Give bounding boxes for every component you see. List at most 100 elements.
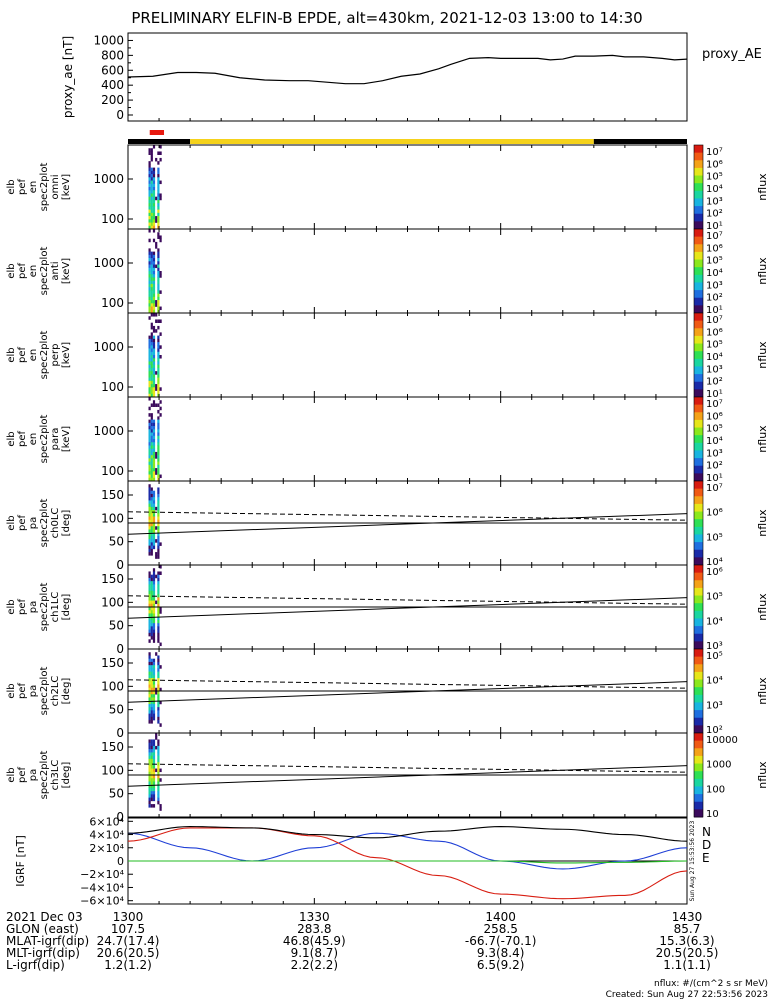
spectrogram-cell xyxy=(148,406,151,411)
spectrogram-cell xyxy=(159,145,162,149)
spectrogram-cell xyxy=(150,183,153,188)
spectrogram-cell xyxy=(152,329,156,333)
spectrogram-cell xyxy=(159,607,162,611)
spectrogram-cell xyxy=(150,713,153,718)
spectrogram-cell xyxy=(157,577,160,582)
spectrogram-cell xyxy=(148,513,151,517)
spectrogram-cell xyxy=(152,616,156,621)
spectrogram-cell xyxy=(148,355,151,359)
spectrogram-cell xyxy=(155,471,158,475)
spectrogram-cell xyxy=(157,552,160,556)
spectrogram-cell xyxy=(150,577,153,582)
colorbar-swatch xyxy=(694,565,703,574)
spectrogram-cell xyxy=(148,694,151,698)
y-label-line: omni xyxy=(50,175,61,200)
spectrogram-cell xyxy=(152,477,156,482)
spectrogram-cell xyxy=(148,700,151,705)
colorbar-tick-label: 10² xyxy=(706,377,723,388)
spectrogram-cell xyxy=(157,523,160,527)
spectrogram-cell xyxy=(152,177,156,181)
spectrogram-cell xyxy=(152,619,156,624)
spectrogram-cell xyxy=(159,238,162,243)
spectrogram-cell xyxy=(152,493,156,498)
spectrogram-cell xyxy=(159,157,162,162)
spectrogram-cell xyxy=(148,287,151,291)
spectrogram-cell xyxy=(152,784,156,789)
colorbar-swatch xyxy=(694,229,703,238)
colorbar-swatch xyxy=(694,282,703,291)
colorbar-swatch xyxy=(694,251,703,261)
spectrogram-cell xyxy=(157,784,160,789)
spectrogram-cell xyxy=(152,364,156,369)
spectrogram-cell xyxy=(155,768,158,773)
spectrogram-cell xyxy=(152,287,156,291)
spectrogram-cell xyxy=(157,183,160,188)
spectrogram-cell xyxy=(148,393,151,398)
spectrogram-cell xyxy=(155,736,158,740)
colorbar-swatch xyxy=(694,297,703,306)
colorbar-tick-label: 10⁵ xyxy=(706,651,723,662)
spectrogram-cell xyxy=(148,703,151,708)
colorbar-swatch xyxy=(694,771,703,780)
spectrogram-panel: 150 100 50 0 elb pef pa spec2plot ch2LC [deg] 10⁵ 1… xyxy=(6,648,769,740)
spectrogram-cell xyxy=(148,526,151,530)
spectrogram-cell xyxy=(157,254,160,259)
y-tick-label: 150 xyxy=(101,656,124,670)
spectrogram-cell xyxy=(157,703,160,708)
spectrogram-cell xyxy=(148,545,151,550)
y-label-line: en xyxy=(28,433,39,446)
spectrogram-cell xyxy=(148,477,151,482)
spectrogram-cell xyxy=(150,703,153,708)
spectrogram-cell xyxy=(157,306,160,311)
spectrogram-cell xyxy=(157,351,160,356)
spectrogram-cell xyxy=(148,474,151,479)
colorbar-tick-label: 10⁴ xyxy=(706,436,723,447)
spectrogram-cell xyxy=(159,807,162,811)
spectrogram-cell xyxy=(150,216,153,220)
spectrogram-cell xyxy=(157,574,160,579)
spectrogram-cell xyxy=(152,390,156,395)
spectrogram-cell xyxy=(157,497,160,501)
spectrogram-cell xyxy=(157,439,160,443)
spectrogram-cell xyxy=(148,687,151,692)
colorbar-swatch xyxy=(694,786,703,795)
y-tick-label: 1000 xyxy=(93,256,124,270)
spectrogram-cell xyxy=(152,258,156,262)
spectrogram-cell xyxy=(155,387,158,391)
igrf-legend-n: N xyxy=(702,825,711,839)
x-row-value: 2.2(2.2) xyxy=(291,958,339,972)
spectrogram-cell xyxy=(150,413,153,417)
spectrogram-cell xyxy=(148,377,151,382)
colorbar-label: nflux xyxy=(756,425,769,453)
colorbar-tick-label: 10³ xyxy=(706,364,723,375)
spectrogram-cell xyxy=(152,758,156,763)
y-label-line: spec2plot xyxy=(39,499,50,548)
spectrogram-cell xyxy=(152,771,156,776)
spectrogram-cell xyxy=(150,510,153,514)
spectrogram-cell xyxy=(157,661,160,666)
spectrogram-cell xyxy=(152,707,156,711)
spectrogram-cell xyxy=(152,765,156,769)
colorbar-tick-label: 1000 xyxy=(706,760,731,771)
spectrogram-cell xyxy=(157,781,160,785)
y-label-line: en xyxy=(28,265,39,278)
spectrogram-cell xyxy=(148,794,151,798)
spectrogram-cell xyxy=(148,371,151,375)
spectrogram-cell xyxy=(157,187,160,191)
colorbar-swatch xyxy=(694,435,703,444)
y-label-line: [keV] xyxy=(61,342,72,368)
spectrogram-cell xyxy=(157,758,160,763)
spectrogram-cell xyxy=(150,804,153,808)
spectrogram-cell xyxy=(150,451,153,456)
spectrogram-cell xyxy=(152,768,156,773)
spectrogram-cell xyxy=(150,416,153,420)
spectrogram-cell xyxy=(150,587,153,592)
spectrogram-cell xyxy=(157,390,160,395)
y-label-line: elb xyxy=(6,431,17,446)
y-tick-label: 100 xyxy=(101,212,124,226)
spectrogram-cell xyxy=(150,322,153,327)
spectrogram-cell xyxy=(152,519,156,524)
y-tick-label: 100 xyxy=(101,464,124,478)
spectrogram-cell xyxy=(148,238,151,243)
spectrogram-cell xyxy=(150,387,153,391)
